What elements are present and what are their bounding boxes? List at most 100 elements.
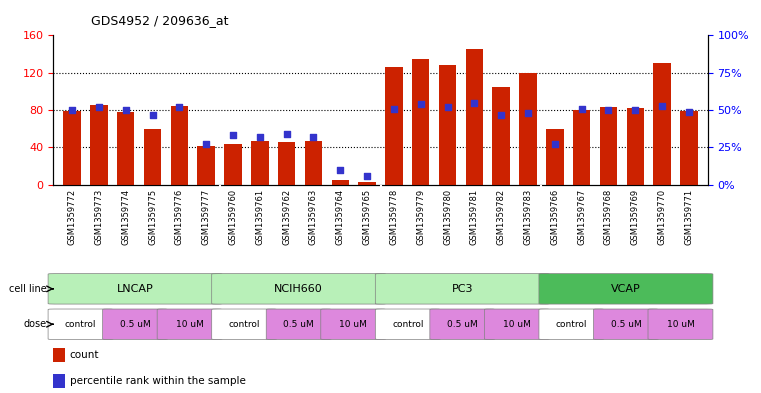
FancyBboxPatch shape bbox=[103, 309, 167, 340]
Point bbox=[388, 105, 400, 112]
Point bbox=[575, 105, 587, 112]
Bar bbox=[439, 65, 457, 185]
Point bbox=[93, 104, 105, 110]
Bar bbox=[358, 182, 376, 185]
Bar bbox=[466, 50, 483, 185]
Point bbox=[281, 131, 293, 137]
FancyBboxPatch shape bbox=[321, 309, 386, 340]
Text: GSM1359764: GSM1359764 bbox=[336, 189, 345, 245]
Bar bbox=[53, 348, 65, 362]
Text: 0.5 uM: 0.5 uM bbox=[610, 320, 642, 329]
Text: GSM1359763: GSM1359763 bbox=[309, 189, 318, 245]
Point bbox=[200, 141, 212, 147]
Text: GSM1359782: GSM1359782 bbox=[497, 189, 506, 245]
Bar bbox=[519, 73, 537, 185]
FancyBboxPatch shape bbox=[266, 309, 331, 340]
Bar bbox=[304, 141, 322, 185]
Text: control: control bbox=[392, 320, 424, 329]
Text: GSM1359760: GSM1359760 bbox=[228, 189, 237, 245]
Point bbox=[174, 104, 186, 110]
Text: GSM1359765: GSM1359765 bbox=[362, 189, 371, 245]
Text: GSM1359773: GSM1359773 bbox=[94, 189, 103, 245]
Bar bbox=[117, 112, 135, 185]
FancyBboxPatch shape bbox=[594, 309, 658, 340]
Text: PC3: PC3 bbox=[451, 284, 473, 294]
Point bbox=[441, 104, 454, 110]
Text: GSM1359778: GSM1359778 bbox=[390, 189, 399, 245]
Bar bbox=[626, 108, 644, 185]
Text: cell line: cell line bbox=[9, 284, 46, 294]
Point bbox=[361, 173, 373, 179]
Point bbox=[253, 134, 266, 140]
Text: GSM1359775: GSM1359775 bbox=[148, 189, 157, 245]
Text: percentile rank within the sample: percentile rank within the sample bbox=[70, 376, 246, 386]
Text: GSM1359766: GSM1359766 bbox=[550, 189, 559, 245]
FancyBboxPatch shape bbox=[48, 274, 222, 304]
Text: LNCAP: LNCAP bbox=[116, 284, 154, 294]
Text: GSM1359762: GSM1359762 bbox=[282, 189, 291, 245]
Point bbox=[119, 107, 132, 113]
Text: GSM1359781: GSM1359781 bbox=[470, 189, 479, 245]
Bar bbox=[412, 59, 429, 185]
Bar bbox=[385, 67, 403, 185]
Text: GSM1359767: GSM1359767 bbox=[577, 189, 586, 245]
Text: VCAP: VCAP bbox=[611, 284, 641, 294]
Text: 10 uM: 10 uM bbox=[667, 320, 694, 329]
Bar bbox=[224, 143, 242, 185]
Point bbox=[549, 141, 561, 147]
Bar bbox=[170, 106, 188, 185]
Point bbox=[522, 110, 534, 116]
Bar bbox=[63, 111, 81, 185]
Text: 0.5 uM: 0.5 uM bbox=[447, 320, 478, 329]
Text: GSM1359776: GSM1359776 bbox=[175, 189, 184, 245]
Point bbox=[415, 101, 427, 107]
Text: GSM1359769: GSM1359769 bbox=[631, 189, 640, 245]
Bar bbox=[90, 105, 107, 185]
Bar bbox=[53, 374, 65, 388]
FancyBboxPatch shape bbox=[430, 309, 495, 340]
Text: 10 uM: 10 uM bbox=[503, 320, 530, 329]
FancyBboxPatch shape bbox=[648, 309, 713, 340]
Point bbox=[334, 167, 346, 173]
Text: GSM1359770: GSM1359770 bbox=[658, 189, 667, 245]
Bar bbox=[251, 141, 269, 185]
Bar bbox=[197, 145, 215, 185]
Text: control: control bbox=[228, 320, 260, 329]
FancyBboxPatch shape bbox=[375, 309, 440, 340]
Text: GSM1359777: GSM1359777 bbox=[202, 189, 211, 245]
Point bbox=[66, 107, 78, 113]
Text: count: count bbox=[70, 350, 99, 360]
Text: GSM1359774: GSM1359774 bbox=[121, 189, 130, 245]
FancyBboxPatch shape bbox=[48, 309, 113, 340]
Bar bbox=[546, 129, 564, 185]
Text: control: control bbox=[65, 320, 97, 329]
Bar bbox=[144, 129, 161, 185]
FancyBboxPatch shape bbox=[212, 309, 276, 340]
Text: GSM1359779: GSM1359779 bbox=[416, 189, 425, 245]
Text: GSM1359771: GSM1359771 bbox=[684, 189, 693, 245]
FancyBboxPatch shape bbox=[212, 274, 386, 304]
FancyBboxPatch shape bbox=[158, 309, 222, 340]
Bar bbox=[332, 180, 349, 185]
Bar bbox=[654, 63, 671, 185]
Text: 0.5 uM: 0.5 uM bbox=[119, 320, 151, 329]
FancyBboxPatch shape bbox=[539, 274, 713, 304]
Text: 10 uM: 10 uM bbox=[339, 320, 367, 329]
Bar bbox=[492, 87, 510, 185]
Bar bbox=[600, 107, 617, 185]
FancyBboxPatch shape bbox=[485, 309, 549, 340]
Text: GSM1359780: GSM1359780 bbox=[443, 189, 452, 245]
Bar bbox=[278, 142, 295, 185]
Text: GDS4952 / 209636_at: GDS4952 / 209636_at bbox=[91, 15, 229, 28]
Point bbox=[656, 103, 668, 109]
Bar bbox=[573, 110, 591, 185]
Text: 10 uM: 10 uM bbox=[176, 320, 203, 329]
Text: GSM1359761: GSM1359761 bbox=[255, 189, 264, 245]
Text: 0.5 uM: 0.5 uM bbox=[283, 320, 314, 329]
Text: GSM1359772: GSM1359772 bbox=[68, 189, 77, 245]
Point bbox=[468, 99, 480, 106]
Text: dose: dose bbox=[24, 319, 46, 329]
Point bbox=[629, 107, 642, 113]
Point bbox=[603, 107, 615, 113]
FancyBboxPatch shape bbox=[539, 309, 603, 340]
